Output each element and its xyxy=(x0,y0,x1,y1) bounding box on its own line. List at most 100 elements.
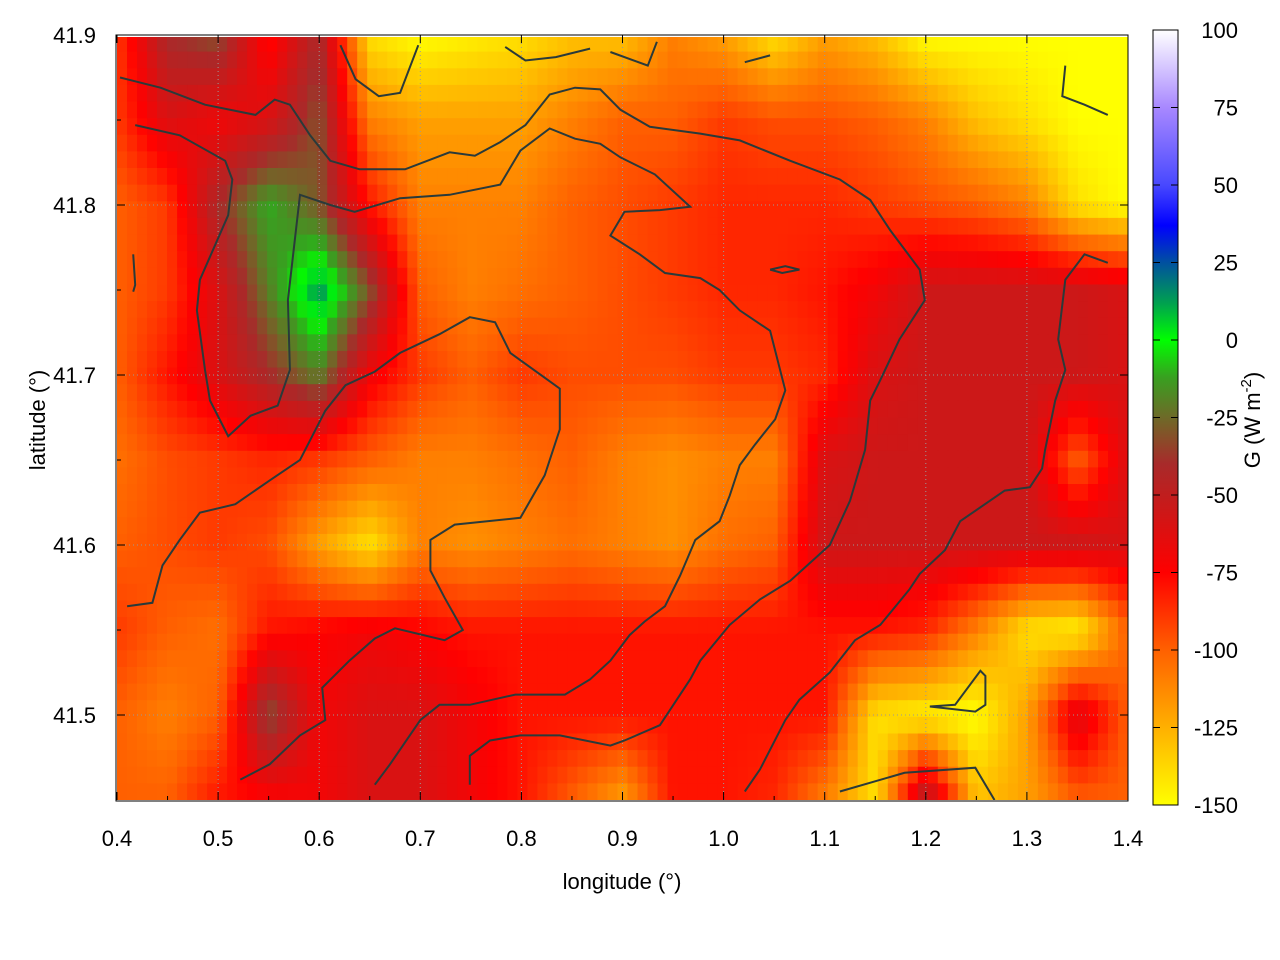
heatmap-cell xyxy=(957,134,969,152)
heatmap-cell xyxy=(757,301,769,319)
heatmap-cell xyxy=(557,783,568,800)
heatmap-cell xyxy=(927,600,939,618)
heatmap-cell xyxy=(537,600,548,618)
heatmap-cell xyxy=(137,617,148,635)
heatmap-cell xyxy=(877,267,889,285)
heatmap-cell xyxy=(257,51,268,69)
heatmap-cell xyxy=(527,550,538,568)
heatmap-cell xyxy=(207,550,218,568)
heatmap-cell xyxy=(797,450,809,468)
heatmap-cell xyxy=(847,201,859,219)
heatmap-cell xyxy=(697,517,709,535)
heatmap-cell xyxy=(217,334,228,352)
heatmap-cell xyxy=(327,284,338,302)
heatmap-cell xyxy=(907,101,919,119)
heatmap-cell xyxy=(917,134,929,152)
heatmap-cell xyxy=(597,766,609,784)
heatmap-cell xyxy=(117,533,128,552)
heatmap-cell xyxy=(1017,500,1029,518)
heatmap-cell xyxy=(667,766,679,784)
heatmap-cell xyxy=(207,683,218,701)
heatmap-cell xyxy=(417,633,428,651)
heatmap-cell xyxy=(587,267,599,285)
heatmap-cell xyxy=(597,484,609,502)
heatmap-cell xyxy=(1108,367,1119,385)
heatmap-cell xyxy=(477,134,488,152)
heatmap-cell xyxy=(207,367,218,385)
heatmap-cell xyxy=(427,667,438,685)
heatmap-cell xyxy=(997,733,1009,751)
heatmap-cell xyxy=(857,400,869,419)
heatmap-cell xyxy=(707,168,719,186)
heatmap-cell xyxy=(297,367,308,385)
heatmap-cell xyxy=(1098,517,1109,535)
heatmap-cell xyxy=(997,417,1009,435)
heatmap-cell xyxy=(387,766,398,784)
heatmap-cell xyxy=(857,118,869,136)
heatmap-cell xyxy=(1027,583,1039,601)
heatmap-cell xyxy=(197,400,208,419)
heatmap-cell xyxy=(517,783,528,800)
heatmap-cell xyxy=(1067,84,1079,103)
heatmap-cell xyxy=(357,567,368,585)
heatmap-cell xyxy=(647,400,659,419)
heatmap-cell xyxy=(507,550,518,568)
heatmap-cell xyxy=(367,384,378,402)
heatmap-cell xyxy=(617,650,629,668)
heatmap-cell xyxy=(577,766,589,784)
heatmap-cell xyxy=(617,334,629,352)
heatmap-cell xyxy=(307,417,318,435)
heatmap-cell xyxy=(547,650,558,668)
heatmap-cell xyxy=(507,484,518,502)
heatmap-cell xyxy=(117,384,128,402)
heatmap-cell xyxy=(937,134,949,152)
heatmap-cell xyxy=(417,567,428,585)
heatmap-cell xyxy=(597,434,609,452)
heatmap-cell xyxy=(527,567,538,585)
heatmap-cell xyxy=(757,650,769,668)
heatmap-cell xyxy=(1027,533,1039,552)
heatmap-cell xyxy=(987,118,999,136)
heatmap-cell xyxy=(387,650,398,668)
heatmap-cell xyxy=(527,733,538,751)
heatmap-cell xyxy=(887,251,899,269)
heatmap-cell xyxy=(797,118,809,136)
heatmap-cell xyxy=(837,301,849,319)
heatmap-cell xyxy=(877,37,889,53)
heatmap-cell xyxy=(387,367,398,385)
heatmap-cell xyxy=(437,700,448,718)
heatmap-cell xyxy=(657,168,669,186)
heatmap-cell xyxy=(267,201,278,219)
heatmap-cell xyxy=(667,417,679,435)
heatmap-cell xyxy=(897,68,909,86)
heatmap-cell xyxy=(1047,533,1059,552)
heatmap-cell xyxy=(807,234,819,252)
heatmap-cell xyxy=(117,567,128,585)
heatmap-cell xyxy=(237,700,248,718)
heatmap-cell xyxy=(1017,134,1029,152)
heatmap-cell xyxy=(637,783,649,800)
heatmap-cell xyxy=(967,583,979,601)
heatmap-cell xyxy=(367,151,378,169)
heatmap-cell xyxy=(247,84,258,103)
heatmap-cell xyxy=(497,650,508,668)
heatmap-cell xyxy=(317,37,328,53)
heatmap-cell xyxy=(297,201,308,219)
heatmap-cell xyxy=(737,184,749,202)
heatmap-cell xyxy=(207,700,218,718)
heatmap-cell xyxy=(787,267,799,285)
heatmap-cell xyxy=(237,533,248,552)
heatmap-cell xyxy=(1118,284,1128,302)
heatmap-cell xyxy=(827,184,839,202)
heatmap-cell xyxy=(797,400,809,419)
heatmap-cell xyxy=(477,234,488,252)
heatmap-cell xyxy=(707,633,719,651)
heatmap-cell xyxy=(257,617,268,635)
heatmap-cell xyxy=(967,783,979,800)
heatmap-cell xyxy=(907,783,919,800)
heatmap-cell xyxy=(657,617,669,635)
contour-line xyxy=(1061,65,1109,116)
heatmap-cell xyxy=(387,700,398,718)
heatmap-cell xyxy=(1007,217,1019,236)
heatmap-cell xyxy=(967,716,979,734)
